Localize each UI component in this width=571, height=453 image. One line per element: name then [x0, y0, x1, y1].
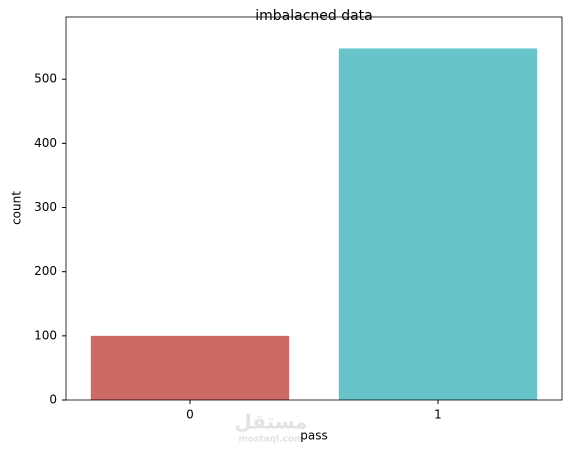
watermark-logo: مستقل	[234, 410, 307, 434]
bar	[90, 335, 290, 400]
watermark-site: mostaql.com	[238, 435, 303, 445]
y-tick-label: 300	[34, 200, 57, 214]
y-tick-label: 400	[34, 136, 57, 150]
y-tick-label: 200	[34, 264, 57, 278]
plot-frame	[65, 16, 563, 401]
x-tick-label: 0	[186, 408, 194, 422]
y-tick-label: 100	[34, 328, 57, 342]
x-axis-label: pass	[300, 429, 327, 443]
x-tick-label: 1	[434, 408, 442, 422]
y-axis-label: count	[10, 191, 24, 225]
chart-title: imbalacned data	[255, 8, 373, 24]
y-tick-label: 500	[34, 72, 57, 86]
y-tick-label: 0	[49, 393, 57, 407]
bar	[338, 48, 538, 400]
